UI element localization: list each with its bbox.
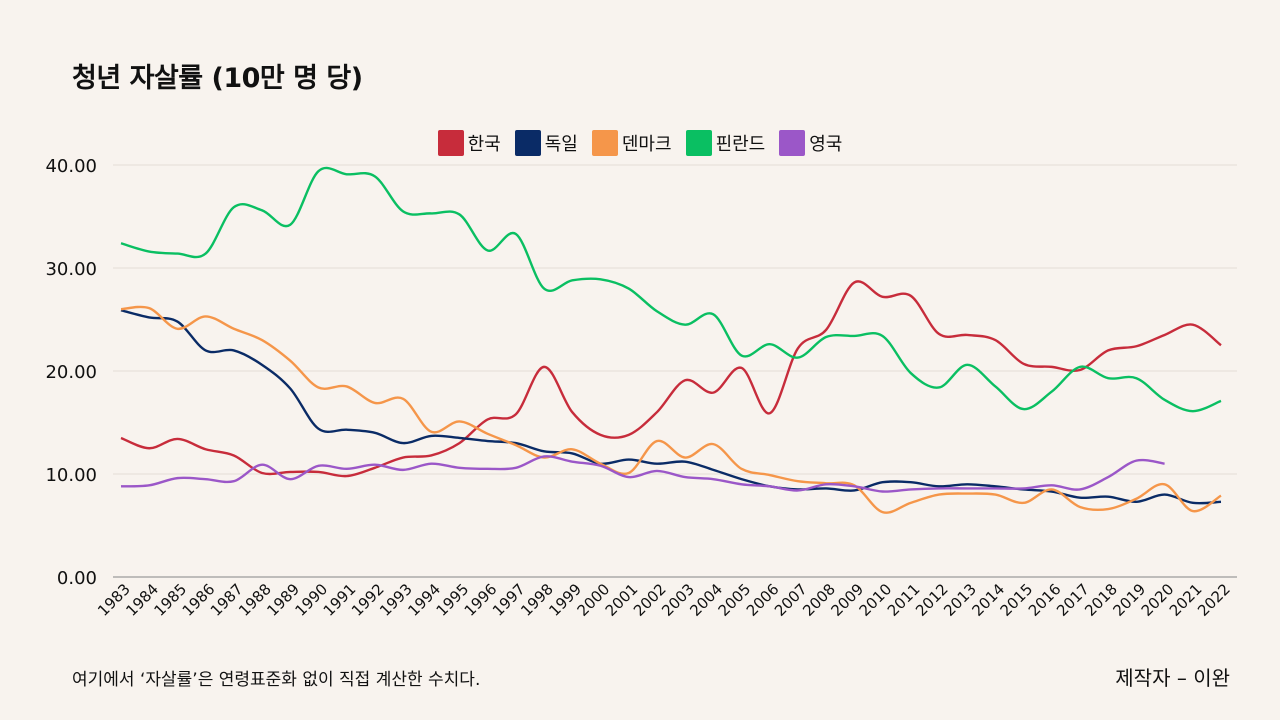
y-axis-ticks: 0.00 10.00 20.00 30.00 40.00: [45, 156, 97, 589]
y-tick-label: 40.00: [45, 156, 97, 177]
series-lines: [120, 166, 1222, 514]
x-axis-ticks: 1983198419851986198719881989199019911992…: [94, 580, 1234, 620]
legend-swatch: [685, 130, 712, 156]
legend-swatch: [514, 130, 541, 156]
y-tick-label: 0.00: [57, 568, 97, 589]
legend-label: 독일: [544, 134, 578, 155]
legend-item: 영국: [779, 130, 842, 156]
legend-swatch: [437, 130, 464, 156]
series-line-1: [120, 309, 1222, 505]
series-line-2: [120, 305, 1222, 514]
legend-item: 덴마크: [591, 130, 672, 156]
legend-swatch: [591, 130, 618, 156]
y-tick-label: 10.00: [45, 465, 97, 486]
legend-item: 핀란드: [685, 130, 766, 156]
series-line-4: [120, 455, 1165, 493]
legend-label: 영국: [809, 134, 843, 155]
legend-swatch: [779, 130, 806, 156]
legend-item: 한국: [437, 130, 501, 156]
legend-label: 한국: [467, 134, 501, 155]
legend: 한국 독일 덴마크 핀란드 영국: [0, 130, 1280, 156]
legend-label: 핀란드: [715, 134, 766, 155]
y-tick-label: 20.00: [45, 362, 97, 383]
legend-item: 독일: [514, 130, 578, 156]
credit: 제작자 – 이완: [1115, 666, 1230, 690]
series-line-3: [120, 166, 1222, 413]
footnote: 여기에서 ‘자살률’은 연령표준화 없이 직접 계산한 수치다.: [72, 670, 481, 690]
x-tick-label: 2022: [1194, 580, 1234, 620]
y-tick-label: 30.00: [45, 259, 97, 280]
legend-label: 덴마크: [621, 134, 672, 155]
chart-title: 청년 자살률 (10만 명 당): [72, 63, 363, 94]
